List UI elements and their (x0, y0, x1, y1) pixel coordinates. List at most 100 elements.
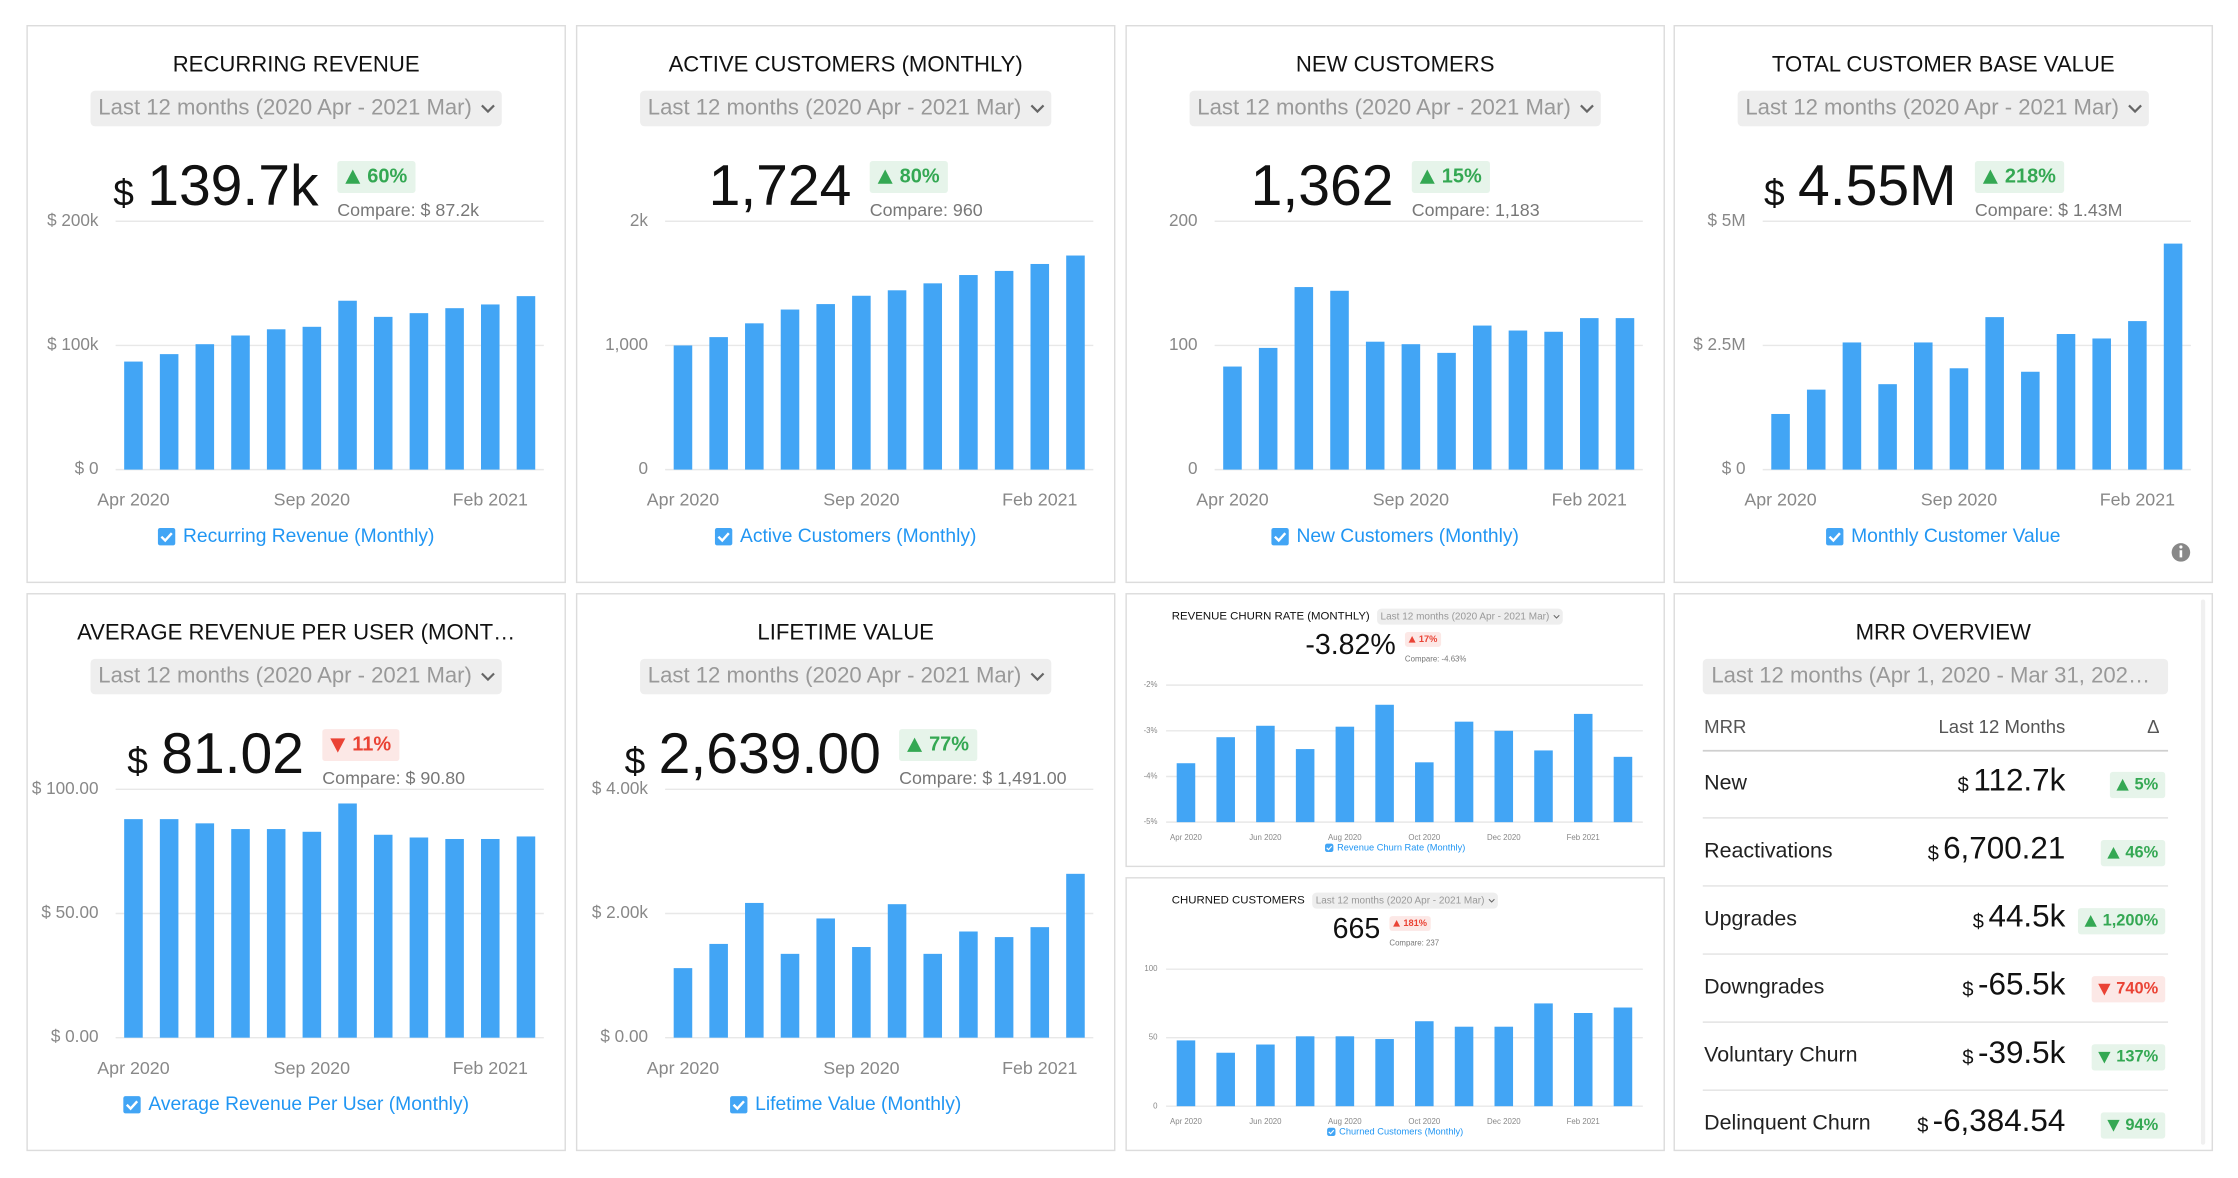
bar (780, 953, 800, 1038)
period-label: Last 12 months (Apr 1, 2020 - Mar 31, 20… (1711, 662, 2150, 687)
period-dropdown[interactable]: Last 12 months (2020 Apr - 2021 Mar) (90, 658, 502, 695)
legend-item[interactable]: New Customers (Monthly) (1271, 526, 1519, 547)
y-tick-label: $ 0.00 (600, 1027, 648, 1046)
bar (1494, 1026, 1514, 1107)
widget: TOTAL CUSTOMER BASE VALUE Last 12 months … (1673, 25, 2214, 584)
bar (852, 947, 871, 1038)
x-tick-label: Jun 2020 (1249, 833, 1282, 842)
y-tick-label: -3% (1144, 726, 1158, 735)
period-dropdown[interactable]: Last 12 months (Apr 1, 2020 - Mar 31, 20… (1702, 658, 2169, 695)
bar (2056, 334, 2076, 470)
x-tick-label: Jun 2020 (1249, 1117, 1282, 1126)
change: 17% (1404, 632, 1442, 647)
legend-item[interactable]: Revenue Churn Rate (Monthly) (1325, 842, 1465, 852)
change-badge (899, 729, 978, 762)
y-tick-label: 2k (630, 211, 649, 230)
period-dropdown[interactable]: Last 12 months (2020 Apr - 2021 Mar) (90, 90, 502, 127)
change: 94% (2100, 1112, 2166, 1139)
compare-label: Compare: $ 87.2k (337, 200, 479, 220)
bar (1030, 927, 1050, 1038)
period-dropdown[interactable]: Last 12 months (2020 Apr - 2021 Mar) (640, 90, 1052, 127)
bar (673, 345, 693, 470)
info-icon[interactable] (2171, 543, 2191, 562)
y-tick-label: $ 0 (1722, 459, 1746, 478)
dropdown-box (1189, 90, 1601, 127)
x-tick-label: Feb 2021 (453, 490, 528, 510)
legend-checkbox (1826, 528, 1844, 546)
change: 11% (322, 729, 400, 762)
legend-label: Average Revenue Per User (Monthly) (148, 1094, 469, 1115)
row-value: 112.7k (1973, 762, 2065, 797)
change-value: 1,200% (2103, 912, 2159, 930)
legend-item[interactable]: Average Revenue Per User (Monthly) (123, 1094, 469, 1115)
legend-item[interactable]: Recurring Revenue (Monthly) (157, 526, 434, 547)
legend-checkbox (157, 528, 176, 546)
bar (1494, 730, 1514, 823)
currency-prefix: $ (1928, 843, 1939, 865)
y-tick-label: 1,000 (605, 335, 648, 354)
bar (480, 838, 500, 1038)
legend-item[interactable]: Monthly Customer Value (1826, 526, 2060, 547)
x-tick-label: Feb 2021 (453, 1058, 528, 1078)
legend-item[interactable]: Active Customers (Monthly) (714, 526, 976, 547)
x-tick-label: Feb 2021 (1002, 1058, 1077, 1078)
bar (1472, 325, 1492, 470)
trend-arrow (2098, 1051, 2111, 1064)
legend-item[interactable]: Churned Customers (Monthly) (1327, 1126, 1463, 1136)
legend-checkbox (1271, 528, 1289, 546)
widget-title: LIFETIME VALUE (757, 620, 934, 645)
legend-item[interactable]: Lifetime Value (Monthly) (730, 1094, 961, 1115)
bar (1330, 290, 1349, 470)
row-value: -65.5k (1978, 967, 2066, 1002)
change: 77% (899, 729, 978, 762)
period-label: Last 12 months (2020 Apr - 2021 Mar) (648, 94, 1022, 119)
widget-title: ACTIVE CUSTOMERS (MONTHLY) (669, 52, 1023, 77)
bar (852, 295, 871, 470)
bar (1295, 1036, 1315, 1107)
x-tick-label: Sep 2020 (823, 490, 899, 510)
widget: ACTIVE CUSTOMERS (MONTHLY) Last 12 months… (575, 25, 1116, 584)
bar (124, 819, 143, 1038)
y-tick-label: 200 (1169, 211, 1198, 230)
x-tick-label: Apr 2020 (1170, 1117, 1202, 1126)
change-value: 94% (2125, 1116, 2158, 1134)
x-tick-label: Feb 2021 (1567, 1117, 1600, 1126)
scrollbar (2200, 599, 2206, 1145)
currency-prefix: $ (1958, 775, 1969, 797)
bar (409, 837, 429, 1038)
bar (959, 275, 978, 470)
x-tick-label: Sep 2020 (274, 490, 350, 510)
change-value: 11% (352, 733, 391, 755)
change-badge (2100, 839, 2166, 867)
change-badge (1974, 161, 2065, 193)
chevron (1580, 104, 1594, 114)
period-dropdown[interactable]: Last 12 months (2020 Apr - 2021 Mar) (640, 658, 1052, 695)
compare-label: Compare: $ 1.43M (1975, 200, 2123, 220)
chevron (1030, 104, 1045, 114)
check-mark (1828, 532, 1841, 543)
change-value: 17% (1419, 634, 1438, 644)
y-tick-label: -2% (1144, 680, 1158, 689)
period-label: Last 12 months (2020 Apr - 2021 Mar) (98, 662, 472, 687)
period-dropdown[interactable]: Last 12 months (2020 Apr - 2021 Mar) (1312, 892, 1498, 909)
change: 137% (2091, 1044, 2166, 1071)
bar (1295, 749, 1315, 823)
bar (780, 309, 800, 470)
y-tick-label: -5% (1144, 817, 1158, 826)
bar (816, 304, 835, 470)
x-tick-label: Apr 2020 (97, 1058, 169, 1078)
y-tick-label: $ 100k (47, 335, 99, 354)
check-mark (1274, 532, 1287, 543)
period-label: Last 12 months (2020 Apr - 2021 Mar) (1197, 94, 1571, 119)
widget-title: CHURNED CUSTOMERS (1172, 895, 1305, 907)
legend-label: Monthly Customer Value (1851, 526, 2060, 547)
period-dropdown[interactable]: Last 12 months (2020 Apr - 2021 Mar) (1377, 608, 1563, 625)
period-dropdown[interactable]: Last 12 months (2020 Apr - 2021 Mar) (1737, 90, 2149, 127)
currency-prefix: $ (1962, 1047, 1973, 1069)
row-label: Downgrades (1704, 975, 1824, 999)
dropdown-box (1312, 892, 1498, 909)
chevron (1030, 672, 1045, 682)
row-label: Upgrades (1704, 906, 1797, 930)
period-dropdown[interactable]: Last 12 months (2020 Apr - 2021 Mar) (1189, 90, 1601, 127)
trend-arrow (330, 738, 346, 753)
